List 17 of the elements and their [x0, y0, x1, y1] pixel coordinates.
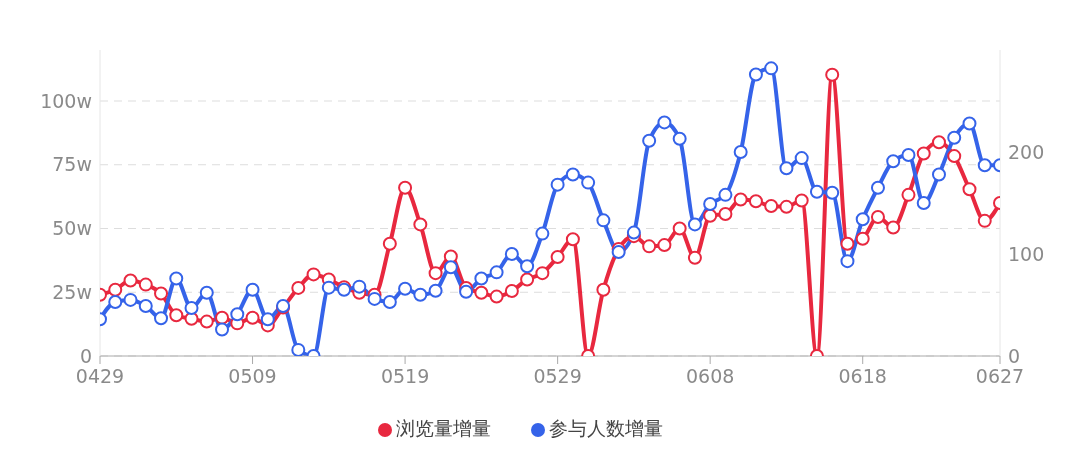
- y-tick-label: 75w: [52, 153, 92, 176]
- x-tick-label: 0429: [75, 365, 125, 388]
- x-tick-label: 0509: [228, 365, 277, 388]
- legend-label: 浏览量增量: [395, 417, 491, 439]
- y2-tick-label: 200: [1008, 140, 1045, 163]
- x-tick-label: 0608: [685, 365, 735, 388]
- y-tick-label: 25w: [52, 280, 92, 303]
- y2-tick-label: 0: [1008, 344, 1021, 367]
- x-tick-label: 0627: [975, 365, 1025, 388]
- y-tick-label: 0: [79, 344, 92, 367]
- legend-label: 参与人数增量: [548, 417, 663, 439]
- x-tick-label: 0618: [838, 365, 887, 388]
- y-tick-label: 50w: [52, 217, 92, 240]
- y2-tick-label: 100: [1008, 242, 1045, 265]
- x-tick-label: 0519: [380, 365, 430, 388]
- y-tick-label: 100w: [40, 89, 92, 112]
- x-tick-label: 0529: [533, 365, 582, 388]
